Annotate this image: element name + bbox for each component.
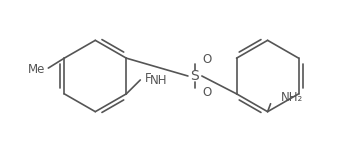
- Text: S: S: [191, 69, 199, 83]
- Text: O: O: [203, 86, 212, 99]
- Text: F: F: [145, 73, 152, 85]
- Text: Me: Me: [28, 63, 45, 76]
- Text: O: O: [203, 53, 212, 66]
- Text: NH₂: NH₂: [281, 91, 303, 104]
- Text: NH: NH: [150, 74, 167, 87]
